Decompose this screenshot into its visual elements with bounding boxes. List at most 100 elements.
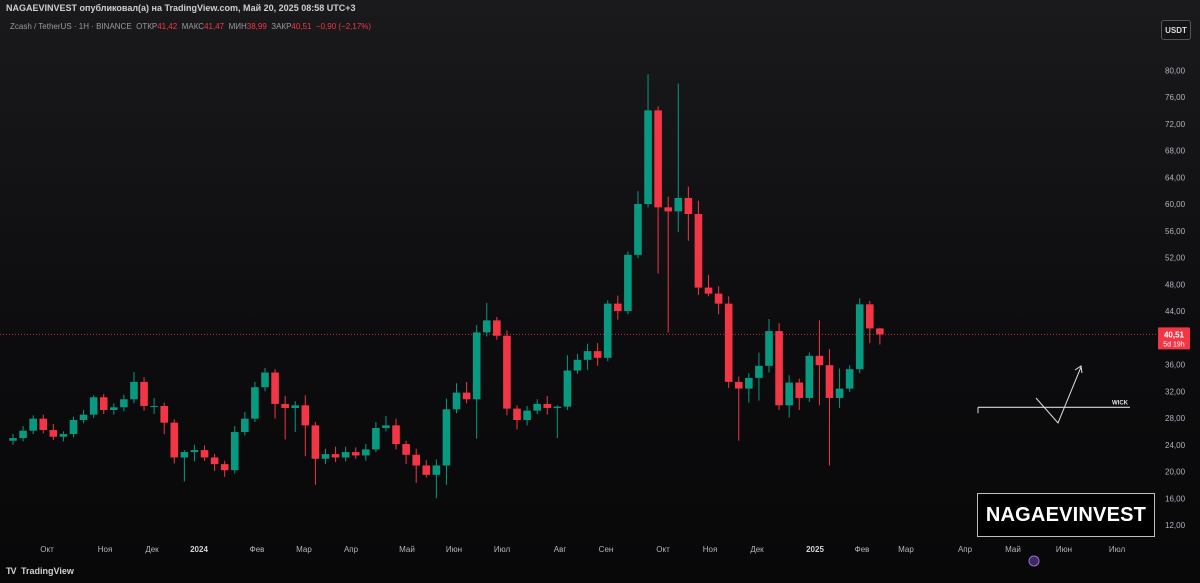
candle-body xyxy=(150,405,158,407)
x-tick-label: Дек xyxy=(750,545,764,554)
candle-body xyxy=(412,454,420,466)
candle-body xyxy=(714,293,723,304)
candle-body xyxy=(49,430,58,437)
projection-path xyxy=(1035,366,1082,424)
candle-body xyxy=(603,303,612,358)
candle-body xyxy=(573,359,582,371)
y-tick-label: 76,00 xyxy=(1165,93,1186,102)
candle-body xyxy=(583,351,592,360)
x-tick-label: Мар xyxy=(296,545,312,554)
y-tick-label: 80,00 xyxy=(1165,66,1186,75)
candle-body xyxy=(301,405,310,426)
candle-body xyxy=(876,328,884,335)
candle-body xyxy=(281,403,289,408)
candle-body xyxy=(241,418,249,433)
candle-body xyxy=(614,303,622,311)
y-tick-label: 32,00 xyxy=(1165,387,1186,396)
candle-body xyxy=(513,408,521,421)
candle-body xyxy=(79,414,88,421)
candle-body xyxy=(170,422,179,458)
y-tick-label: 28,00 xyxy=(1165,414,1186,423)
x-tick-label: 2025 xyxy=(806,545,824,554)
candle-body xyxy=(664,207,672,212)
y-tick-label: 48,00 xyxy=(1165,280,1186,289)
candle-body xyxy=(523,410,531,421)
candle-body xyxy=(341,452,350,458)
candle-body xyxy=(462,392,471,400)
x-tick-label: Апр xyxy=(958,545,973,554)
high-value: 41,47 xyxy=(204,22,225,31)
price-badge xyxy=(1158,327,1190,350)
candle-body xyxy=(99,397,108,410)
low-value: 38,99 xyxy=(246,22,267,31)
candle-body xyxy=(553,406,562,408)
candle-body xyxy=(724,303,733,382)
candle-body xyxy=(200,450,209,458)
x-tick-label: Июл xyxy=(1109,545,1126,554)
candle-body xyxy=(402,444,410,455)
candle-body xyxy=(452,392,461,410)
candle-body xyxy=(422,465,431,475)
open-label: ОТКР xyxy=(136,22,158,31)
candle-body xyxy=(866,304,874,329)
x-tick-label: Май xyxy=(1005,545,1021,554)
y-tick-label: 60,00 xyxy=(1165,200,1186,209)
event-marker-icon xyxy=(1028,555,1040,567)
x-tick-label: Сен xyxy=(599,545,614,554)
candle-body xyxy=(9,438,17,441)
candle-body xyxy=(644,110,652,204)
candle-body xyxy=(210,457,219,465)
candle-body xyxy=(734,381,743,389)
candle-body xyxy=(362,449,370,456)
candle-body xyxy=(815,355,824,366)
change-value: −0,90 (−2,17%) xyxy=(315,22,372,31)
publisher-caption: NAGAEVINVEST опубликовал(а) на TradingVi… xyxy=(6,3,356,13)
candle-body xyxy=(654,110,662,208)
y-tick-label: 20,00 xyxy=(1165,468,1186,477)
price-badge-countdown: 5d 19h xyxy=(1163,341,1185,348)
x-tick-label: Апр xyxy=(344,545,359,554)
candle-body xyxy=(230,432,239,471)
candle-body xyxy=(251,387,259,419)
candle-body xyxy=(472,332,481,400)
candle-body xyxy=(694,214,703,288)
candle-body xyxy=(503,335,511,409)
x-tick-label: Ноя xyxy=(703,545,718,554)
watermark-logo: NAGAEVINVEST xyxy=(977,493,1155,537)
x-tick-label: Мар xyxy=(898,545,914,554)
candle-body xyxy=(110,407,118,410)
y-tick-label: 72,00 xyxy=(1165,120,1186,129)
candle-body xyxy=(805,355,814,398)
candle-body xyxy=(392,425,400,445)
candle-body xyxy=(624,254,632,311)
candle-body xyxy=(140,381,148,406)
candle-body xyxy=(39,418,48,431)
candle-body xyxy=(190,450,199,453)
footer-brand[interactable]: TV TradingView xyxy=(6,566,74,576)
candle-body xyxy=(493,320,501,336)
candle-body xyxy=(482,320,491,333)
candle-body xyxy=(755,365,763,378)
candle-body xyxy=(533,403,541,411)
candle-body xyxy=(543,403,552,408)
candle-body xyxy=(825,365,834,398)
candle-body xyxy=(855,304,864,370)
candle-body xyxy=(775,331,783,406)
candle-body xyxy=(160,405,168,423)
candle-body xyxy=(130,381,138,400)
wick-label: WICK xyxy=(1112,400,1129,406)
y-tick-label: 52,00 xyxy=(1165,254,1186,263)
candle-body xyxy=(563,370,572,407)
currency-button[interactable]: USDT xyxy=(1161,20,1191,40)
symbol-name[interactable]: Zcash / TetherUS · 1Н · BINANCE xyxy=(10,22,132,31)
candle-body xyxy=(634,204,642,255)
y-tick-label: 24,00 xyxy=(1165,441,1186,450)
x-tick-label: Июн xyxy=(446,545,462,554)
x-tick-label: Окт xyxy=(656,545,670,554)
symbol-legend: Zcash / TetherUS · 1Н · BINANCE ОТКР 41,4… xyxy=(10,22,371,31)
projection-arrowhead xyxy=(1074,365,1083,374)
candle-body xyxy=(351,452,360,456)
candle-body xyxy=(220,464,229,471)
